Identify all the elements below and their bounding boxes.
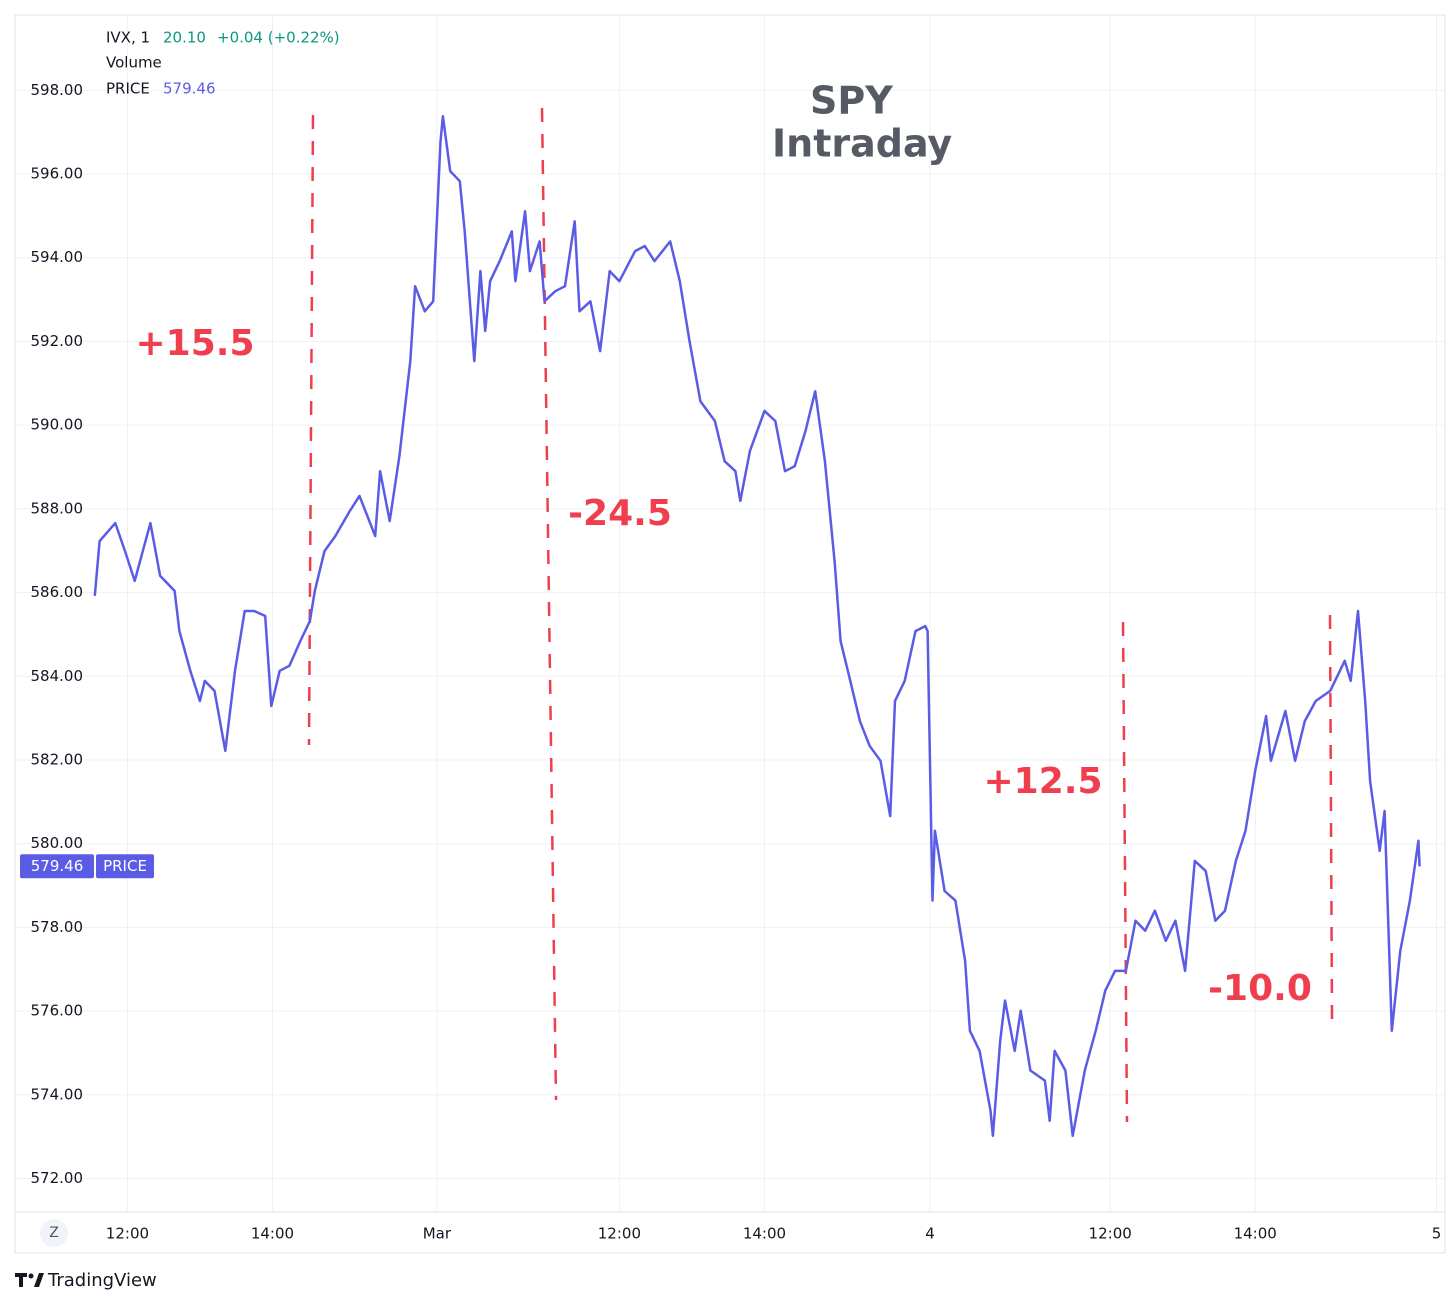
plot	[93, 115, 1421, 1138]
y-tick-label: 594.00	[31, 248, 84, 266]
grid	[15, 15, 1445, 1212]
y-tick-label: 598.00	[31, 81, 84, 99]
x-tick-label: 12:00	[1089, 1225, 1132, 1243]
y-tick-label: 588.00	[31, 499, 84, 517]
series-name-label: PRICE	[103, 857, 147, 875]
x-tick-label: 14:00	[251, 1225, 294, 1243]
annotations: +15.5 -24.5 +12.5 -10.0	[136, 107, 1334, 1123]
chart-subtitle: Intraday	[772, 122, 952, 166]
x-tick-label: 14:00	[1234, 1225, 1277, 1243]
y-tick-label: 590.00	[31, 416, 84, 434]
x-tick-label: 14:00	[743, 1225, 786, 1243]
x-tick-label: 4	[925, 1225, 935, 1243]
annotation: -24.5	[568, 493, 672, 534]
annotation: +15.5	[136, 323, 255, 364]
legend-symbol-change: +0.04 (+0.22%)	[217, 29, 340, 47]
x-tick-label: 12:00	[598, 1225, 641, 1243]
series-name-badge	[96, 854, 154, 879]
last-value-label: 579.46	[31, 857, 84, 875]
last-value-badge	[20, 854, 94, 879]
legend-volume: Volume	[106, 54, 162, 72]
y-tick-label: 586.00	[31, 583, 84, 601]
y-tick-label: 580.00	[31, 834, 84, 852]
legend-symbol: IVX, 1	[106, 29, 150, 47]
zoom-button[interactable]	[40, 1219, 68, 1247]
dashed-guide	[540, 107, 558, 1101]
logo-icon	[15, 1273, 44, 1287]
x-tick-label: 12:00	[106, 1225, 149, 1243]
x-tick-label: Mar	[423, 1225, 452, 1243]
y-tick-label: 574.00	[31, 1085, 84, 1103]
y-tick-label: 582.00	[31, 750, 84, 768]
y-tick-label: 576.00	[31, 1002, 84, 1020]
y-tick-label: 572.00	[31, 1169, 84, 1187]
price-line	[93, 115, 1421, 1138]
legend-symbol-value: 20.10	[163, 29, 206, 47]
y-tick-label: 584.00	[31, 667, 84, 685]
frame	[14, 14, 1446, 1254]
legend-series-value: 579.46	[163, 80, 216, 98]
logo-text: TradingView	[47, 1270, 157, 1291]
chart-title: SPY	[810, 79, 893, 123]
x-tick-label: 5	[1432, 1225, 1442, 1243]
y-tick-label: 596.00	[31, 165, 84, 183]
zoom-button-label[interactable]: Z	[49, 1225, 59, 1241]
dashed-guide	[307, 114, 315, 746]
y-tick-label: 592.00	[31, 332, 84, 350]
annotation: +12.5	[984, 761, 1103, 802]
dashed-guide	[1121, 621, 1129, 1123]
legend-series-name: PRICE	[106, 80, 150, 98]
y-tick-label: 578.00	[31, 918, 84, 936]
annotation: -10.0	[1208, 968, 1312, 1009]
